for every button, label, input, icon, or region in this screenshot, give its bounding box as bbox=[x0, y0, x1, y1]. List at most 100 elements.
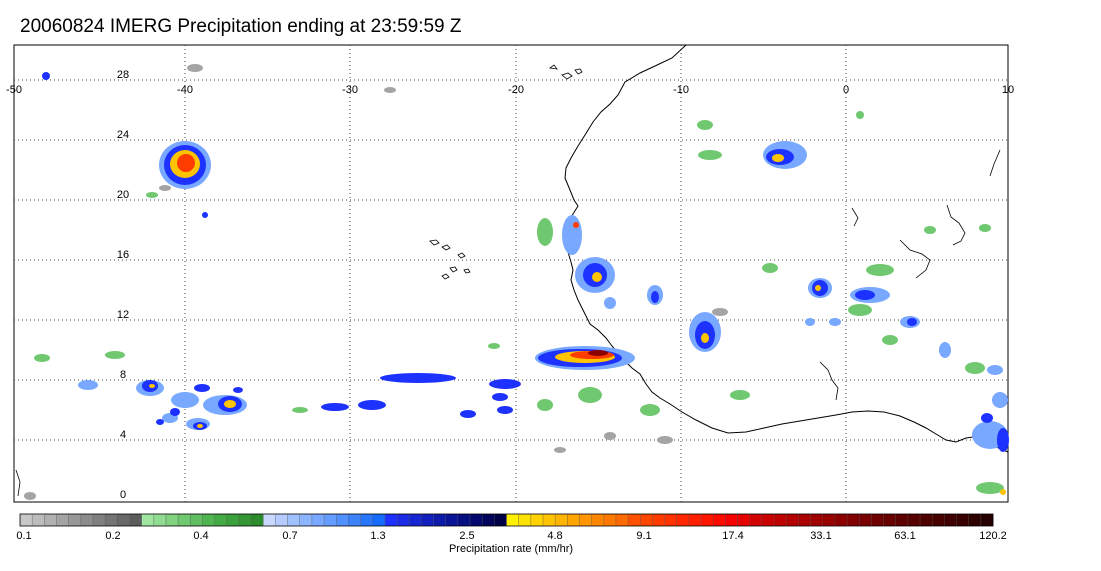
colorbar-swatch bbox=[20, 514, 33, 526]
lon-tick-label: 0 bbox=[843, 84, 849, 96]
colorbar-swatch bbox=[737, 514, 751, 526]
colorbar-swatch bbox=[348, 514, 361, 526]
colorbar-swatch bbox=[713, 514, 726, 526]
colorbar-swatch bbox=[907, 514, 921, 526]
lat-tick-label: 28 bbox=[117, 69, 129, 81]
colorbar-swatch bbox=[470, 514, 483, 526]
colorbar-label: 63.1 bbox=[894, 530, 916, 542]
lat-tick-label: 0 bbox=[120, 489, 126, 501]
colorbar-label: 0.2 bbox=[105, 530, 121, 542]
colorbar-label: 0.4 bbox=[193, 530, 209, 542]
colorbar-swatch bbox=[701, 514, 714, 526]
latitude-tick-labels: 28 24 20 16 12 8 4 0 bbox=[117, 69, 129, 501]
colorbar-swatch bbox=[421, 514, 434, 526]
colorbar-swatch bbox=[299, 514, 313, 526]
colorbar-swatch bbox=[214, 514, 228, 526]
colorbar-swatch bbox=[688, 514, 702, 526]
colorbar-swatch bbox=[80, 514, 94, 526]
colorbar-swatch bbox=[640, 514, 653, 526]
colorbar-swatch bbox=[555, 514, 568, 526]
colorbar-swatch bbox=[263, 514, 276, 526]
colorbar-swatch bbox=[518, 514, 532, 526]
colorbar-swatch bbox=[457, 514, 471, 526]
colorbar-label: 9.1 bbox=[636, 530, 652, 542]
colorbar-label: 0.1 bbox=[16, 530, 32, 542]
colorbar-swatch bbox=[445, 514, 459, 526]
colorbar-swatch bbox=[251, 514, 264, 526]
colorbar-swatch bbox=[287, 514, 301, 526]
colorbar-swatch bbox=[360, 514, 374, 526]
colorbar-swatch bbox=[56, 514, 69, 526]
colorbar-swatch bbox=[603, 514, 617, 526]
colorbar-label: 33.1 bbox=[810, 530, 832, 542]
lon-tick-label: -50 bbox=[6, 84, 22, 96]
colorbar-swatch bbox=[628, 514, 641, 526]
colorbar-swatch bbox=[482, 514, 495, 526]
island-outlines bbox=[15, 64, 1001, 497]
colorbar-swatch bbox=[774, 514, 787, 526]
colorbar-swatch bbox=[68, 514, 82, 526]
colorbar-swatch bbox=[372, 514, 386, 526]
colorbar-swatch bbox=[822, 514, 836, 526]
longitude-tick-labels: -50 -40 -30 -20 -10 0 10 bbox=[6, 84, 1014, 96]
colorbar-swatch bbox=[980, 514, 994, 526]
colorbar-swatch bbox=[676, 514, 690, 526]
grid bbox=[14, 45, 1008, 502]
lon-tick-label: -20 bbox=[508, 84, 524, 96]
colorbar-swatch bbox=[920, 514, 933, 526]
colorbar-swatch bbox=[932, 514, 945, 526]
colorbar-swatch bbox=[336, 514, 349, 526]
colorbar bbox=[19, 513, 994, 527]
colorbar-swatch bbox=[275, 514, 288, 526]
lat-tick-label: 8 bbox=[120, 369, 126, 381]
colorbar-swatch bbox=[725, 514, 738, 526]
colorbar-swatch bbox=[664, 514, 678, 526]
colorbar-swatch bbox=[397, 514, 410, 526]
colorbar-swatch bbox=[847, 514, 860, 526]
colorbar-swatch bbox=[883, 514, 896, 526]
colorbar-swatch bbox=[141, 514, 155, 526]
colorbar-swatch bbox=[834, 514, 848, 526]
lat-tick-label: 16 bbox=[117, 249, 129, 261]
colorbar-label: 17.4 bbox=[722, 530, 744, 542]
colorbar-swatch bbox=[615, 514, 629, 526]
lon-tick-label: 10 bbox=[1002, 84, 1014, 96]
colorbar-swatch bbox=[238, 514, 252, 526]
colorbar-swatch bbox=[871, 514, 884, 526]
colorbar-swatch bbox=[798, 514, 811, 526]
colorbar-swatch bbox=[44, 514, 57, 526]
map-title: 20060824 IMERG Precipitation ending at 2… bbox=[20, 16, 462, 37]
colorbar-swatch bbox=[859, 514, 872, 526]
colorbar-swatch bbox=[153, 514, 167, 526]
colorbar-swatch bbox=[165, 514, 179, 526]
lon-tick-label: -30 bbox=[342, 84, 358, 96]
colorbar-swatch bbox=[652, 514, 665, 526]
colorbar-swatch bbox=[968, 514, 982, 526]
colorbar-swatch bbox=[129, 514, 142, 526]
colorbar-swatch bbox=[32, 514, 45, 526]
colorbar-swatch bbox=[226, 514, 240, 526]
colorbar-label: 0.7 bbox=[282, 530, 298, 542]
colorbar-swatch bbox=[433, 514, 446, 526]
colorbar-swatch bbox=[786, 514, 799, 526]
colorbar-label: 120.2 bbox=[979, 530, 1007, 542]
colorbar-swatch bbox=[506, 514, 519, 526]
lat-tick-label: 20 bbox=[117, 189, 129, 201]
colorbar-label: 4.8 bbox=[547, 530, 563, 542]
colorbar-swatch bbox=[494, 514, 507, 526]
precipitation-cells bbox=[24, 64, 1009, 500]
colorbar-swatch bbox=[384, 514, 398, 526]
colorbar-swatch bbox=[591, 514, 605, 526]
colorbar-swatch bbox=[944, 514, 957, 526]
colorbar-swatch bbox=[92, 514, 106, 526]
colorbar-swatch bbox=[749, 514, 763, 526]
colorbar-swatch bbox=[761, 514, 775, 526]
colorbar-swatch bbox=[542, 514, 556, 526]
colorbar-label: 1.3 bbox=[370, 530, 386, 542]
colorbar-title: Precipitation rate (mm/hr) bbox=[448, 543, 574, 555]
colorbar-swatch bbox=[202, 514, 215, 526]
colorbar-swatch bbox=[178, 514, 191, 526]
colorbar-swatch bbox=[190, 514, 203, 526]
map-frame bbox=[13, 44, 1009, 503]
